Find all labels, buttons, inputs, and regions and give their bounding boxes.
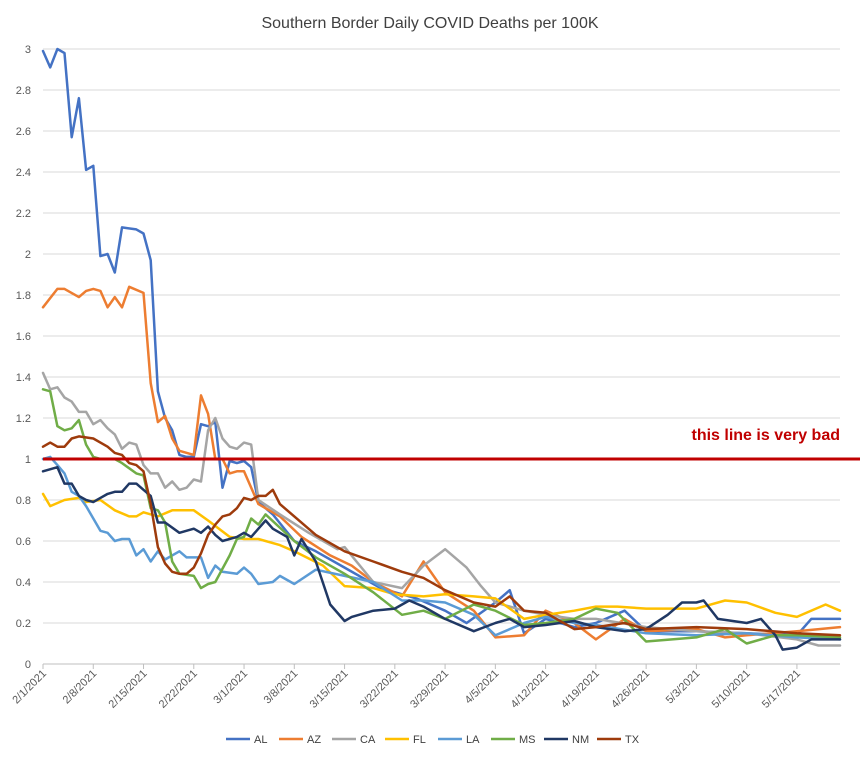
series-line-fl: [41, 492, 842, 621]
legend: AL AZ CA FL LA MS NM TX: [226, 734, 640, 746]
y-tick-label: 2.2: [16, 208, 31, 220]
x-tick-label: 4/19/2021: [559, 668, 602, 711]
x-tick-label: 4/5/2021: [463, 668, 502, 707]
legend-label-az: AZ: [307, 734, 321, 746]
series-line-az: [41, 285, 842, 641]
x-tick-label: 3/1/2021: [211, 668, 250, 707]
legend-label-fl: FL: [413, 734, 426, 746]
y-tick-label: 0: [25, 659, 31, 671]
x-tick-label: 2/1/2021: [10, 668, 49, 707]
reference-line-label: this line is very bad: [692, 427, 841, 444]
x-tick-label: 3/8/2021: [262, 668, 301, 707]
series-line-ca: [41, 371, 842, 647]
x-tick-label: 3/15/2021: [308, 668, 351, 711]
y-tick-label: 1.4: [16, 372, 31, 384]
legend-label-tx: TX: [625, 734, 640, 746]
x-tick-label: 2/22/2021: [157, 668, 200, 711]
x-tick-label: 5/17/2021: [760, 668, 803, 711]
y-tick-label: 1.2: [16, 413, 31, 425]
x-tick-label: 2/15/2021: [107, 668, 150, 711]
x-tick-label: 5/3/2021: [664, 668, 703, 707]
legend-label-al: AL: [254, 734, 267, 746]
y-tick-label: 0.6: [16, 536, 31, 548]
chart-title: Southern Border Daily COVID Deaths per 1…: [261, 15, 598, 32]
y-tick-label: 0.8: [16, 495, 31, 507]
x-tick-label: 3/22/2021: [358, 668, 401, 711]
y-tick-label: 1.6: [16, 331, 31, 343]
x-tick-label: 4/26/2021: [609, 668, 652, 711]
y-tick-label: 2.8: [16, 85, 31, 97]
x-tick-label: 2/8/2021: [61, 668, 100, 707]
x-tick-label: 3/29/2021: [408, 668, 451, 711]
series-line-nm: [41, 465, 842, 651]
y-tick-label: 3: [25, 44, 31, 56]
y-axis-ticks: 0 0.2 0.4 0.6 0.8 1 1.2 1.4 1.6 1.8 2 2.2 2.4 2.6 2.8 3: [16, 44, 31, 671]
x-axis-ticks: 2/1/2021 2/8/2021 2/15/2021 2/22/2021 3/1/20…: [10, 664, 803, 711]
series-line-al: [41, 47, 842, 637]
y-tick-label: 0.4: [16, 577, 31, 589]
y-tick-label: 1: [25, 454, 31, 466]
y-tick-label: 2: [25, 249, 31, 261]
x-tick-label: 5/10/2021: [710, 668, 753, 711]
y-tick-label: 0.2: [16, 618, 31, 630]
x-tick-label: 4/12/2021: [509, 668, 552, 711]
legend-label-la: LA: [466, 734, 480, 746]
legend-label-nm: NM: [572, 734, 589, 746]
series-lines: [41, 47, 842, 651]
series-line-la: [41, 455, 842, 641]
legend-label-ms: MS: [519, 734, 536, 746]
y-tick-label: 2.6: [16, 126, 31, 138]
y-tick-label: 2.4: [16, 167, 31, 179]
y-tick-label: 1.8: [16, 290, 31, 302]
gridlines: [43, 48, 840, 665]
legend-label-ca: CA: [360, 734, 376, 746]
series-line-tx: [41, 435, 842, 637]
